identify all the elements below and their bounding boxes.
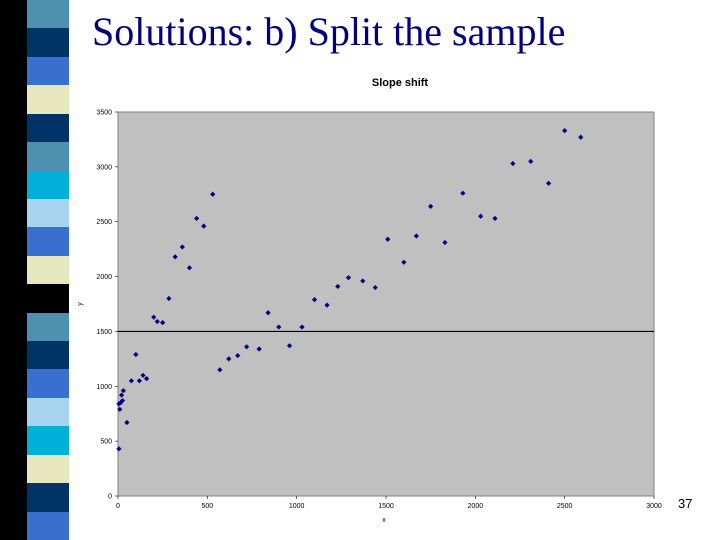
data-point [160,320,166,326]
side-strip-block [0,284,72,313]
side-strip-block [0,341,72,370]
side-strip-block [0,369,72,398]
y-tick-label: 500 [100,439,112,446]
chart-title: Slope shift [372,77,429,89]
data-point [143,376,150,382]
side-strip-block [0,0,72,29]
data-point [172,254,178,260]
data-point [226,356,232,362]
x-tick-label: 1000 [289,503,305,510]
slide-title: Solutions: b) Split the sample [92,9,566,54]
data-point [510,160,516,167]
side-strip-block [0,56,72,86]
data-point [324,302,330,308]
data-point [265,310,271,316]
y-axis-label: y [77,302,84,306]
data-point [244,344,250,350]
side-strip-block [0,198,72,228]
x-tick-label: 0 [116,503,120,510]
data-point [360,278,366,284]
plot-area [117,111,655,497]
side-strip-block [0,85,72,114]
side-strip-block [0,483,72,512]
data-point [120,388,126,394]
data-point [562,128,568,134]
data-point [256,346,262,352]
data-point [151,314,157,320]
data-point [128,378,134,384]
data-point [460,190,466,196]
data-point [345,275,352,281]
side-strip-block [0,426,72,455]
data-point [179,244,185,250]
data-points [116,128,584,452]
data-point [154,318,160,325]
data-point [299,324,305,330]
data-point [194,215,200,222]
data-point [578,134,584,140]
data-point [492,215,498,222]
data-point [124,419,130,426]
data-point [545,180,552,186]
y-tick-label: 2000 [96,274,112,281]
data-point [140,372,146,378]
slide-number: 37 [678,496,693,511]
data-point [166,295,172,302]
y-tick-label: 1500 [96,329,112,336]
x-tick-label: 2500 [557,503,573,510]
side-strip-block [0,113,72,143]
data-point [335,283,341,290]
y-tick-label: 2500 [96,219,112,226]
data-point [311,297,318,303]
y-axis: 0 500 1000 1500 2000 2500 3000 3500 [96,110,118,501]
data-point [442,239,448,246]
side-strip-block [0,312,72,342]
data-point [286,343,293,349]
side-strip-block [0,227,72,256]
data-point [119,397,126,404]
x-tick-label: 3000 [646,503,662,510]
data-point [385,236,391,242]
y-tick-label: 0 [108,494,112,501]
data-point [136,378,143,384]
data-point [118,392,125,398]
data-point [478,213,484,219]
data-point [413,233,419,239]
decorative-side-strip [0,0,72,540]
x-axis-label: x [382,517,386,524]
side-strip-block [0,142,72,171]
side-strip-block [0,454,72,484]
y-tick-label: 1000 [96,384,112,391]
data-point [217,367,223,373]
data-point [235,352,241,359]
x-axis: 0 500 1000 1500 2000 2500 3000 [116,496,662,510]
x-tick-label: 1500 [378,503,394,510]
data-point [117,406,123,412]
data-point [116,446,122,452]
data-point [276,324,282,330]
side-strip-block [0,28,72,57]
data-point [372,284,378,291]
side-strip-block [0,170,72,199]
side-strip-block [0,255,72,285]
data-point [186,265,193,271]
data-point [428,203,434,209]
y-tick-label: 3000 [96,164,112,171]
data-point [201,223,207,229]
x-tick-label: 2000 [468,503,484,510]
y-tick-label: 3500 [96,110,112,117]
x-tick-label: 500 [201,503,213,510]
data-point [116,401,122,407]
data-point [528,158,534,164]
data-point [133,351,139,358]
data-point [401,259,407,265]
side-strip-block [0,397,72,427]
side-strip-block [0,511,72,540]
data-point [210,191,216,197]
